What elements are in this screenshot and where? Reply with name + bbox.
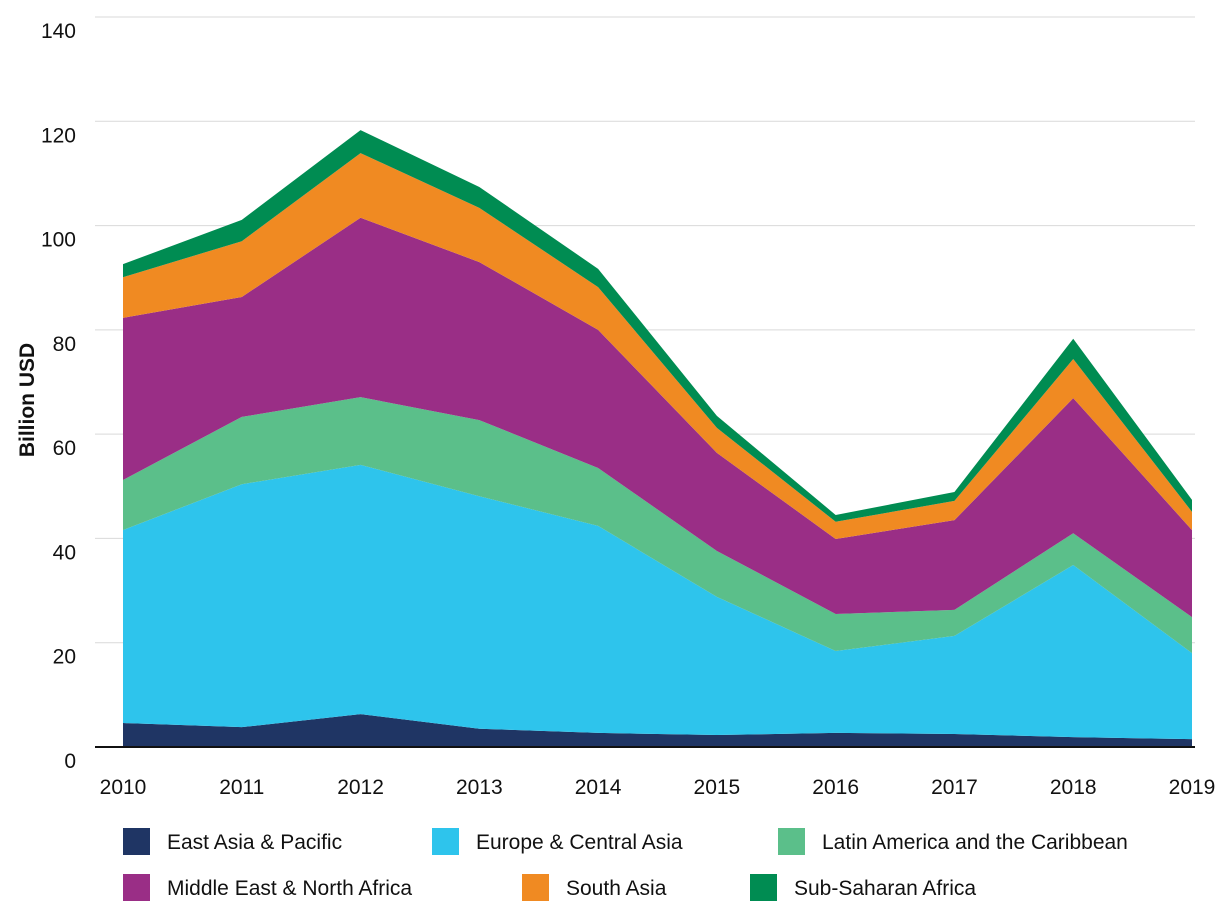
legend-swatch xyxy=(123,828,150,855)
legend-swatch xyxy=(778,828,805,855)
legend-label: Latin America and the Caribbean xyxy=(822,831,1128,854)
legend-label: South Asia xyxy=(566,877,667,900)
x-tick-label: 2019 xyxy=(1169,776,1215,799)
legend-label: Europe & Central Asia xyxy=(476,831,683,854)
legend-item: Latin America and the Caribbean xyxy=(778,828,1128,855)
legend-swatch xyxy=(123,874,150,901)
x-tick-label: 2017 xyxy=(931,776,978,799)
x-tick-label: 2012 xyxy=(337,776,384,799)
y-axis-label: Billion USD xyxy=(16,343,39,457)
legend-swatch xyxy=(750,874,777,901)
x-tick-label: 2018 xyxy=(1050,776,1097,799)
x-tick-label: 2016 xyxy=(812,776,859,799)
legend-label: Sub-Saharan Africa xyxy=(794,877,976,900)
area xyxy=(123,714,1192,747)
legend-item: Middle East & North Africa xyxy=(123,874,412,901)
legend-item: East Asia & Pacific xyxy=(123,828,342,855)
x-tick-label: 2011 xyxy=(219,776,264,799)
y-tick-label: 120 xyxy=(41,124,76,147)
area xyxy=(123,397,1192,654)
y-tick-label: 40 xyxy=(53,541,76,564)
legend-swatch xyxy=(522,874,549,901)
y-tick-label: 100 xyxy=(41,229,76,252)
y-tick-label: 60 xyxy=(53,437,76,460)
legend-label: Middle East & North Africa xyxy=(167,877,412,900)
x-tick-label: 2010 xyxy=(100,776,147,799)
x-tick-label: 2015 xyxy=(694,776,741,799)
legend-item: Sub-Saharan Africa xyxy=(750,874,976,901)
x-tick-label: 2013 xyxy=(456,776,503,799)
area xyxy=(123,217,1192,618)
legend-label: East Asia & Pacific xyxy=(167,831,342,854)
y-tick-label: 20 xyxy=(53,646,76,669)
legend-swatch xyxy=(432,828,459,855)
legend-item: Europe & Central Asia xyxy=(432,828,683,855)
y-tick-label: 80 xyxy=(53,333,76,356)
legend-item: South Asia xyxy=(522,874,667,901)
y-tick-label: 140 xyxy=(41,20,76,43)
x-tick-label: 2014 xyxy=(575,776,622,799)
area xyxy=(123,464,1192,740)
y-tick-label: 0 xyxy=(64,750,76,773)
